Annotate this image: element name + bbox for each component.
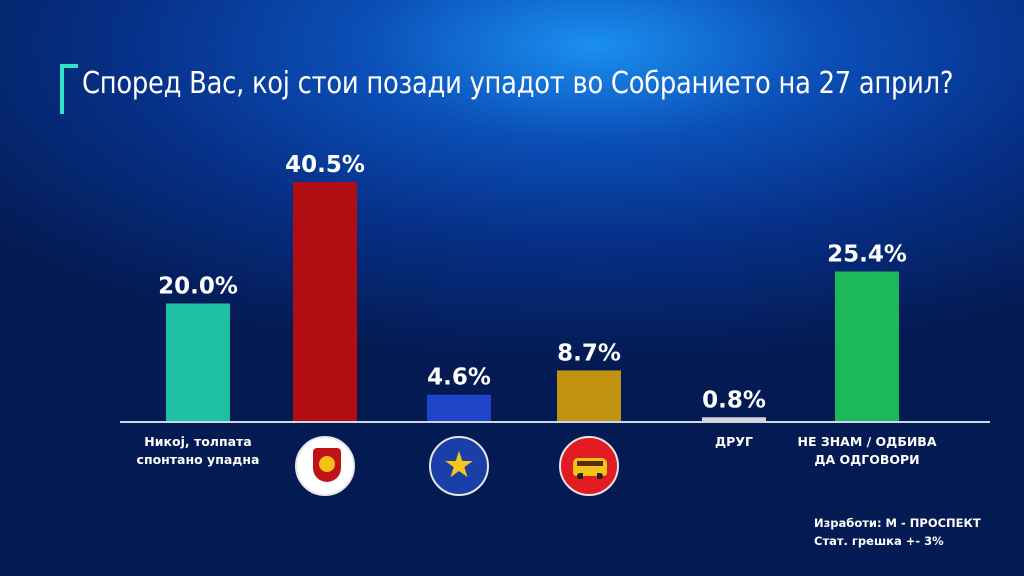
bar-value-label-5: 0.8% — [702, 387, 766, 413]
category-label-line: ДА ОДГОВОРИ — [814, 452, 920, 467]
bar-5 — [702, 417, 766, 422]
category-label-1: Никој, толпата спонтано упадна — [123, 433, 273, 469]
bar-value-label-3: 4.6% — [427, 365, 491, 391]
bar-value-label-6: 25.4% — [827, 241, 907, 267]
category-label-line: НЕ ЗНАМ / ОДБИВА — [797, 434, 937, 449]
category-label-5: ДРУГ — [659, 433, 809, 451]
chart-title: Според Вас, кој стои позади упадот во Со… — [82, 66, 954, 101]
category-label-line: ДРУГ — [715, 434, 753, 449]
vmro-logo-icon — [295, 436, 355, 496]
star-logo-icon: ★ — [429, 436, 489, 496]
star-shape: ★ — [442, 445, 476, 486]
bar-3 — [427, 394, 491, 422]
title-accent-bracket — [60, 64, 78, 114]
bar-2 — [293, 182, 357, 422]
bus-shape — [573, 458, 607, 479]
credits-margin-of-error: Стат. грешка +- 3% — [814, 534, 944, 548]
category-label-6: НЕ ЗНАМ / ОДБИВА ДА ОДГОВОРИ — [792, 433, 942, 469]
category-label-line: Никој, толпата — [144, 434, 252, 449]
bar-value-label-1: 20.0% — [158, 273, 238, 299]
bar-value-label-2: 40.5% — [285, 152, 365, 178]
bus-logo-icon — [559, 436, 619, 496]
category-label-line: спонтано упадна — [136, 452, 260, 467]
bar-value-label-4: 8.7% — [557, 340, 621, 366]
bar-6 — [835, 271, 899, 422]
credits-author: Изработи: М - ПРОСПЕКТ — [814, 516, 981, 530]
credits: Изработи: М - ПРОСПЕКТ Стат. грешка +- 3… — [814, 514, 981, 550]
bar-1 — [166, 303, 230, 422]
bar-4 — [557, 370, 621, 422]
